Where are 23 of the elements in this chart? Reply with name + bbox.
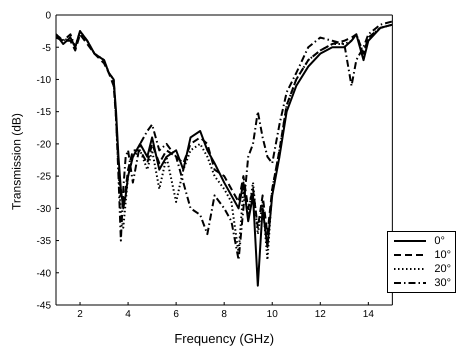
- x-tick-label: 10: [266, 309, 278, 320]
- y-tick-label: -35: [36, 236, 52, 248]
- legend-label: 0°: [434, 234, 445, 248]
- x-axis-title: Frequency (GHz): [174, 331, 274, 346]
- y-tick-label: -10: [36, 74, 52, 86]
- y-tick-label: -15: [36, 107, 52, 118]
- y-tick-label: -30: [36, 204, 52, 215]
- y-tick-label: 0: [45, 10, 52, 22]
- x-tick-label: 14: [362, 309, 374, 320]
- legend-label: 10°: [434, 248, 451, 262]
- y-tick-label: -25: [36, 172, 52, 183]
- x-tick-label: 8: [221, 309, 228, 320]
- x-tick-label: 12: [314, 309, 326, 320]
- x-tick-label: 4: [125, 309, 132, 320]
- y-tick-label: -40: [36, 268, 52, 280]
- y-tick-label: -20: [36, 139, 52, 150]
- legend-label: 20°: [434, 262, 451, 276]
- y-axis-title: Transmission (dB): [9, 113, 24, 210]
- legend-label: 30°: [434, 276, 451, 290]
- x-tick-label: 6: [173, 309, 180, 320]
- y-tick-label: -5: [42, 42, 52, 54]
- x-tick-label: 2: [77, 309, 84, 320]
- y-tick-label: -45: [36, 300, 52, 312]
